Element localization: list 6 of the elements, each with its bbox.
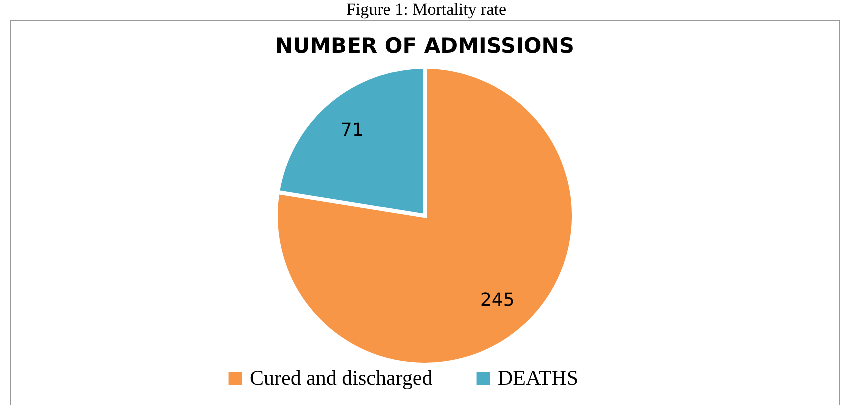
data-label: 245 xyxy=(480,290,515,312)
chart-title: NUMBER OF ADMISSIONS xyxy=(276,34,574,58)
legend-label: DEATHS xyxy=(498,366,579,390)
data-label: 71 xyxy=(340,120,364,141)
caption: Figure 1: Mortality rate xyxy=(345,0,508,20)
legend-label: Cured and discharged xyxy=(250,366,434,390)
